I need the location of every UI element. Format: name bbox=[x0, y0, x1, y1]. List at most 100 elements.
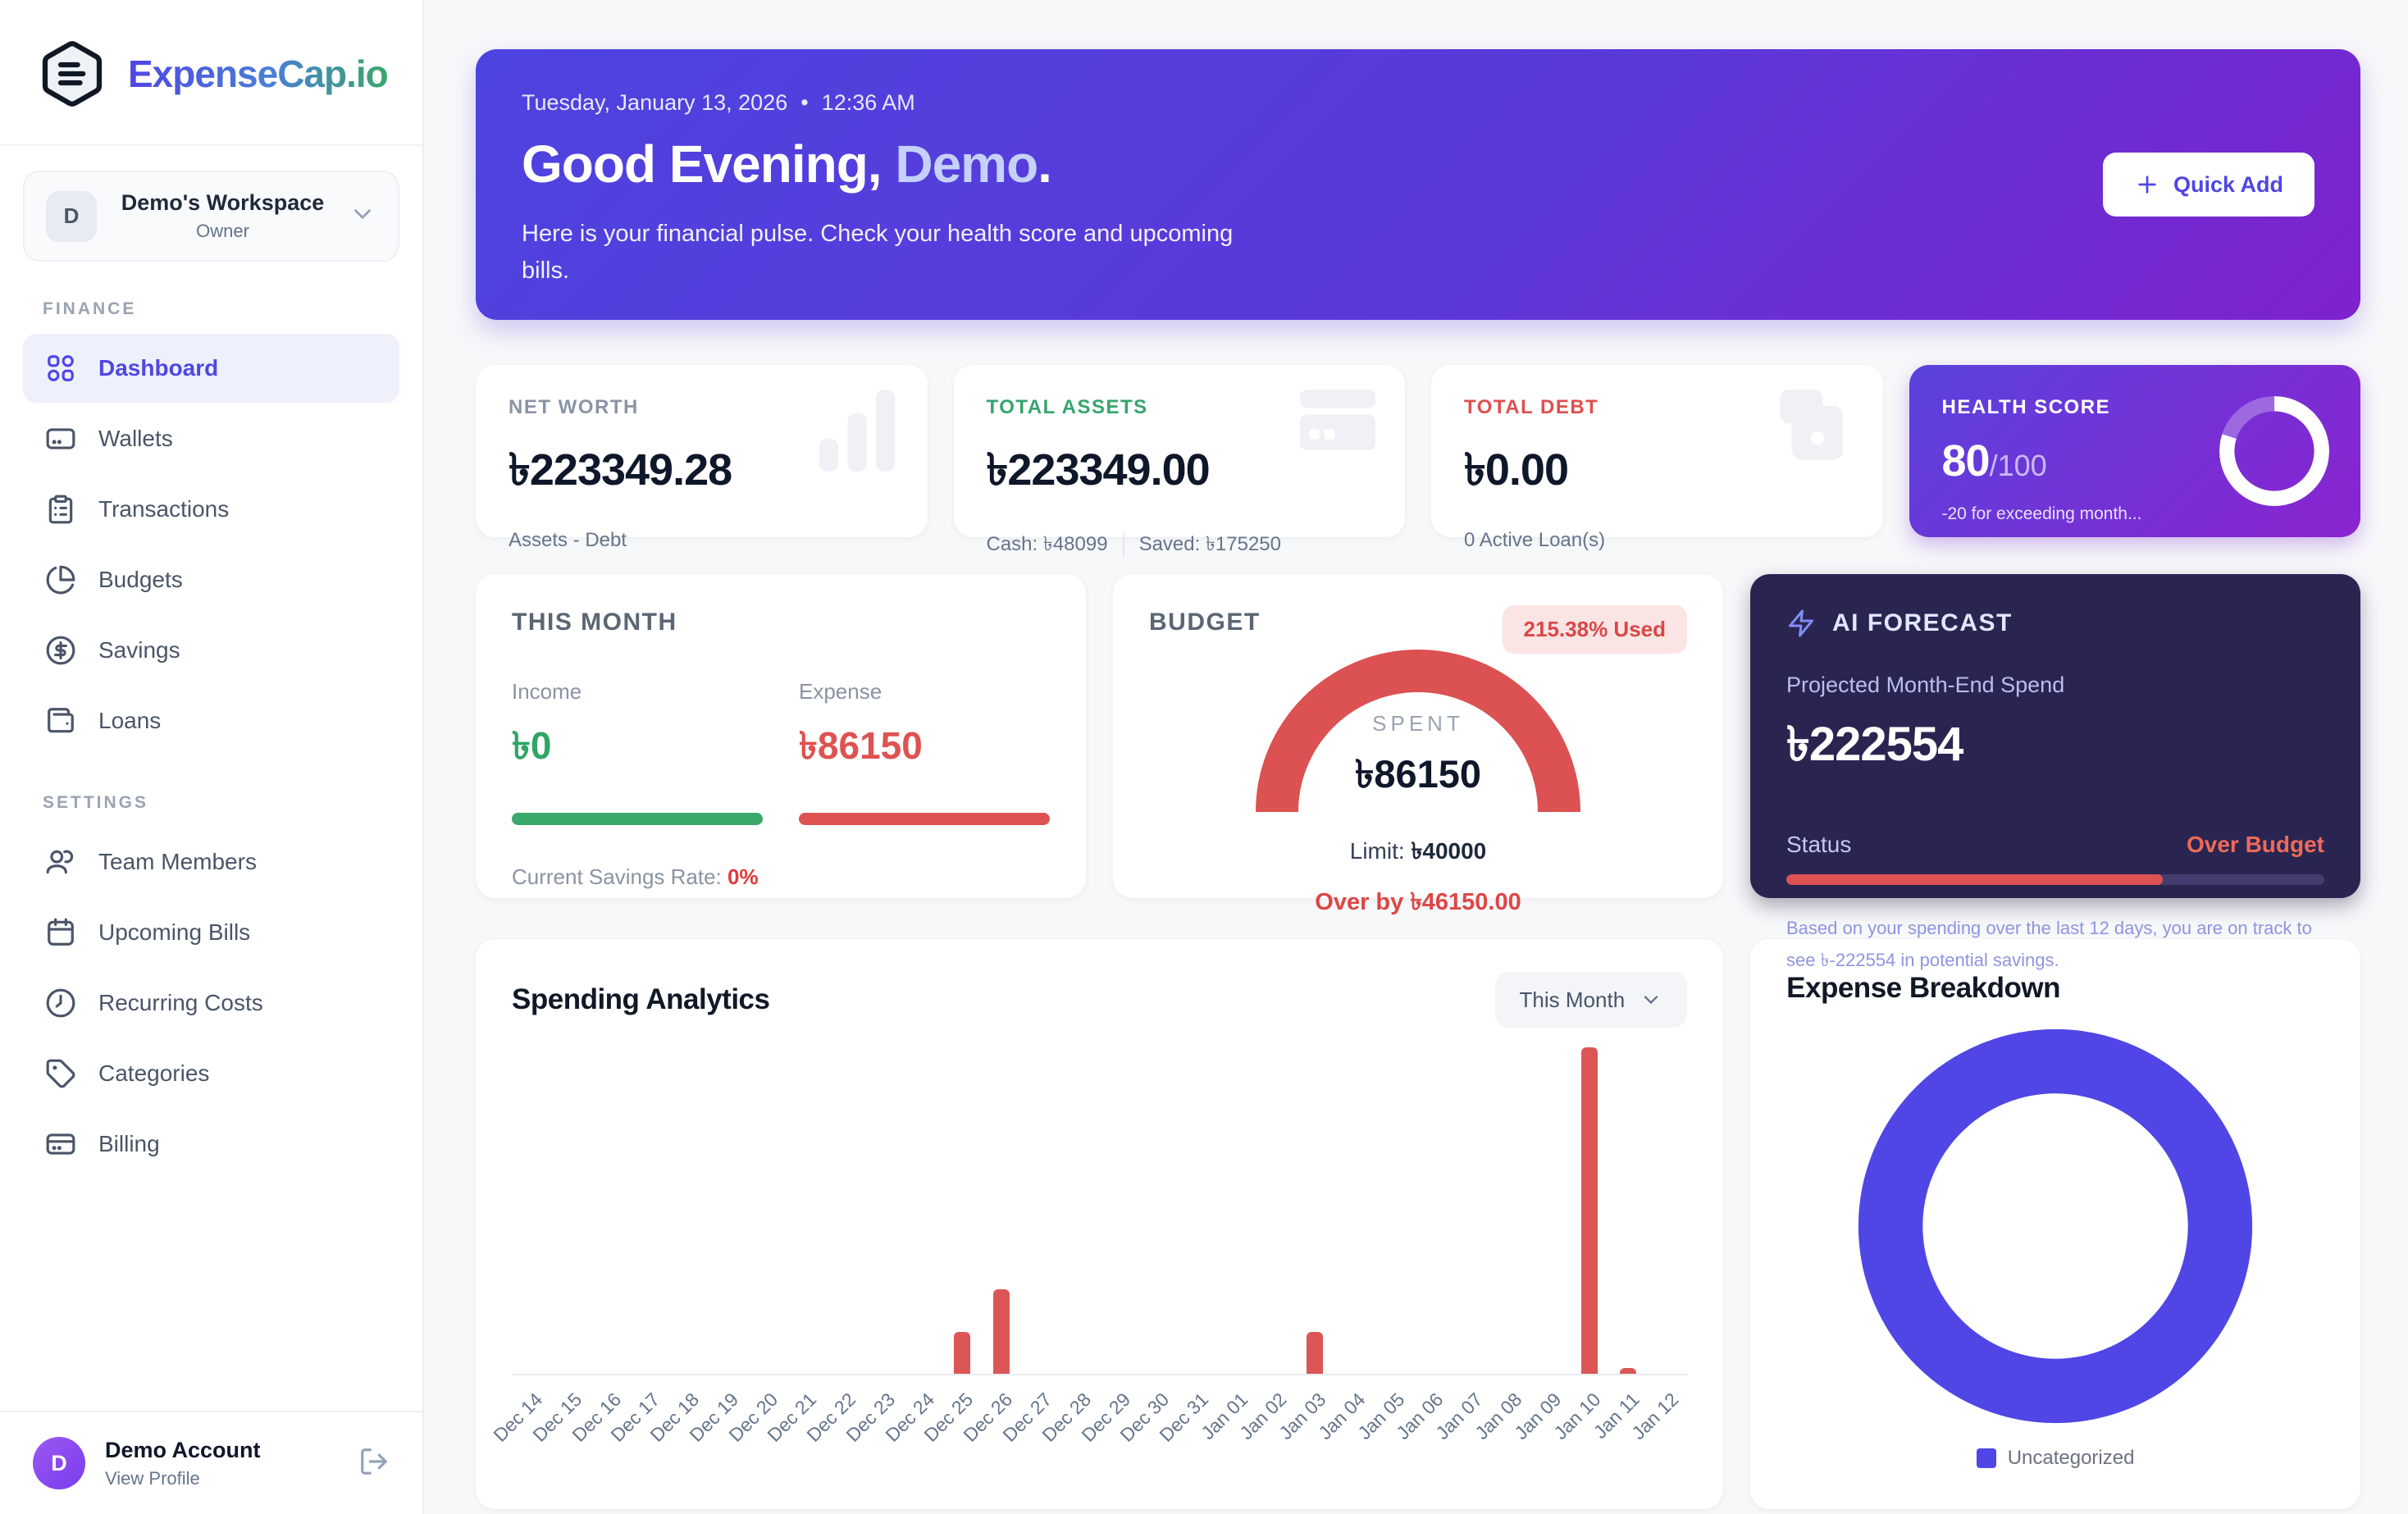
sidebar-item-loans[interactable]: Loans bbox=[23, 686, 399, 755]
bar-slot bbox=[825, 1047, 864, 1374]
sidebar-item-upcoming-bills[interactable]: Upcoming Bills bbox=[23, 898, 399, 967]
bar-slot bbox=[1060, 1047, 1100, 1374]
dashboard-grid-icon bbox=[44, 352, 77, 385]
bar-slot bbox=[1217, 1047, 1256, 1374]
sidebar-nav: FINANCE Dashboard Wallets Transactions Budg… bbox=[0, 262, 422, 1180]
sidebar-item-transactions[interactable]: Transactions bbox=[23, 475, 399, 544]
total-assets-value: ৳223349.00 bbox=[986, 445, 1211, 495]
total-debt-label: TOTAL DEBT bbox=[1464, 396, 1599, 418]
total-debt-caption: 0 Active Loan(s) bbox=[1464, 529, 1606, 551]
workspace-avatar: D bbox=[46, 190, 97, 242]
budget-title: BUDGET bbox=[1149, 609, 1261, 636]
budget-card: BUDGET 215.38% Used SPENT ৳86150 Limit: … bbox=[1113, 574, 1723, 915]
sidebar-item-budgets[interactable]: Budgets bbox=[23, 545, 399, 614]
hero-separator: • bbox=[800, 90, 809, 115]
this-month-card: THIS MONTH Income ৳0 Expense ৳86150 Curr… bbox=[476, 574, 1086, 898]
sidebar-item-label: Billing bbox=[98, 1131, 160, 1156]
x-axis-tick: Jan 12 bbox=[1627, 1389, 1683, 1444]
bar-slot bbox=[864, 1047, 904, 1374]
expense-breakdown-title: Expense Breakdown bbox=[1786, 972, 2060, 1004]
bar-slot bbox=[668, 1047, 708, 1374]
logout-icon[interactable] bbox=[358, 1446, 390, 1481]
expense-value: ৳86150 bbox=[799, 724, 923, 767]
forecast-progress-track bbox=[1786, 874, 2324, 885]
divider bbox=[1122, 533, 1124, 558]
sidebar-item-savings[interactable]: Savings bbox=[23, 616, 399, 685]
bottom-row: Spending Analytics This Month Dec 14 Dec … bbox=[476, 939, 2360, 1509]
donut-legend: Uncategorized bbox=[1786, 1447, 2324, 1476]
middle-row: THIS MONTH Income ৳0 Expense ৳86150 Curr… bbox=[476, 574, 2360, 970]
bar-slot bbox=[1413, 1047, 1453, 1374]
tag-icon bbox=[44, 1057, 77, 1090]
bar-slot bbox=[1256, 1047, 1296, 1374]
total-debt-value: ৳0.00 bbox=[1464, 445, 1569, 495]
range-selector[interactable]: This Month bbox=[1494, 972, 1688, 1028]
gauge-spent-label: SPENT bbox=[1372, 711, 1464, 736]
chart-bar[interactable] bbox=[1620, 1368, 1637, 1374]
wallet-card-icon bbox=[44, 422, 77, 455]
main-content: Tuesday, January 13, 2026 • 12:36 AM Goo… bbox=[424, 0, 2408, 1514]
budget-used-badge: 215.38% Used bbox=[1502, 605, 1687, 654]
bar-slot bbox=[1570, 1047, 1609, 1374]
budget-limit: Limit: ৳40000 bbox=[1349, 838, 1487, 864]
lightning-bolt-icon bbox=[1786, 609, 1816, 638]
total-debt-card: TOTAL DEBT ৳0.00 0 Active Loan(s) bbox=[1431, 365, 1883, 551]
finance-section-label: FINANCE bbox=[43, 299, 137, 318]
budget-gauge: SPENT ৳86150 bbox=[1246, 643, 1590, 817]
chart-bar[interactable] bbox=[954, 1332, 971, 1374]
bar-chart-x-axis: Dec 14 Dec 15 Dec 16 Dec 17 Dec 18 Dec 19 Dec … bbox=[489, 1375, 1687, 1498]
bar-slot bbox=[1295, 1047, 1334, 1374]
sidebar-item-label: Savings bbox=[98, 637, 180, 663]
bar-chart-plot bbox=[512, 1047, 1688, 1375]
budget-over: Over by ৳46150.00 bbox=[1315, 889, 1521, 915]
sidebar-item-label: Wallets bbox=[98, 426, 173, 451]
sidebar-item-label: Dashboard bbox=[98, 355, 219, 381]
dollar-circle-icon bbox=[44, 634, 77, 667]
view-profile-link[interactable]: View Profile bbox=[105, 1467, 200, 1489]
spending-analytics-card: Spending Analytics This Month Dec 14 Dec … bbox=[476, 939, 1724, 1509]
brand-name: ExpenseCap.io bbox=[128, 52, 389, 95]
hero-subtitle: Here is your financial pulse. Check your… bbox=[522, 221, 1234, 284]
bar-slot bbox=[708, 1047, 747, 1374]
user-avatar: D bbox=[33, 1437, 85, 1489]
income-label: Income bbox=[512, 679, 582, 704]
sidebar-item-billing[interactable]: Billing bbox=[23, 1110, 399, 1179]
sidebar-item-team-members[interactable]: Team Members bbox=[23, 828, 399, 896]
quick-add-button[interactable]: Quick Add bbox=[2102, 153, 2315, 217]
total-assets-caption: Cash: ৳48099 Saved: ৳175250 bbox=[987, 529, 1373, 562]
forecast-note: Based on your spending over the last 12 … bbox=[1786, 918, 2312, 970]
sidebar-item-dashboard[interactable]: Dashboard bbox=[23, 334, 399, 403]
chart-bar[interactable] bbox=[1580, 1047, 1598, 1374]
sidebar-item-label: Loans bbox=[98, 708, 162, 733]
sidebar-item-recurring-costs[interactable]: Recurring Costs bbox=[23, 969, 399, 1037]
forecast-status-label: Status bbox=[1786, 832, 1852, 857]
chart-bar[interactable] bbox=[993, 1289, 1010, 1374]
net-worth-label: NET WORTH bbox=[509, 396, 639, 418]
total-assets-card: TOTAL ASSETS ৳223349.00 Cash: ৳48099 Sav… bbox=[953, 365, 1405, 558]
settings-section-label: SETTINGS bbox=[43, 793, 149, 812]
bar-slot bbox=[629, 1047, 668, 1374]
workspace-role: Owner bbox=[196, 221, 249, 241]
calendar-icon bbox=[44, 916, 77, 949]
sidebar-item-label: Recurring Costs bbox=[98, 990, 263, 1015]
workspace-selector[interactable]: D Demo's Workspace Owner bbox=[23, 171, 399, 262]
expense-label: Expense bbox=[799, 679, 882, 704]
forecast-progress-fill bbox=[1786, 874, 2164, 885]
bar-slot bbox=[1099, 1047, 1138, 1374]
expense-column: Expense ৳86150 bbox=[799, 679, 1050, 825]
gauge-spent-value: ৳86150 bbox=[1354, 752, 1482, 796]
sidebar-item-wallets[interactable]: Wallets bbox=[23, 404, 399, 473]
chevron-down-icon bbox=[349, 200, 376, 232]
hero-time: 12:36 AM bbox=[821, 90, 915, 115]
income-column: Income ৳0 bbox=[512, 679, 763, 825]
chart-bar[interactable] bbox=[1307, 1332, 1324, 1374]
billing-card-icon bbox=[44, 1128, 77, 1161]
pie-chart-icon bbox=[44, 563, 77, 596]
clock-icon bbox=[44, 987, 77, 1019]
sidebar-item-categories[interactable]: Categories bbox=[23, 1039, 399, 1108]
hero-date-row: Tuesday, January 13, 2026 • 12:36 AM bbox=[522, 90, 2315, 116]
health-score-caption: -20 for exceeding month... bbox=[1941, 504, 2142, 523]
user-footer[interactable]: D Demo Account View Profile bbox=[0, 1411, 422, 1514]
bar-slot bbox=[1491, 1047, 1530, 1374]
health-score-ring bbox=[2219, 396, 2329, 506]
